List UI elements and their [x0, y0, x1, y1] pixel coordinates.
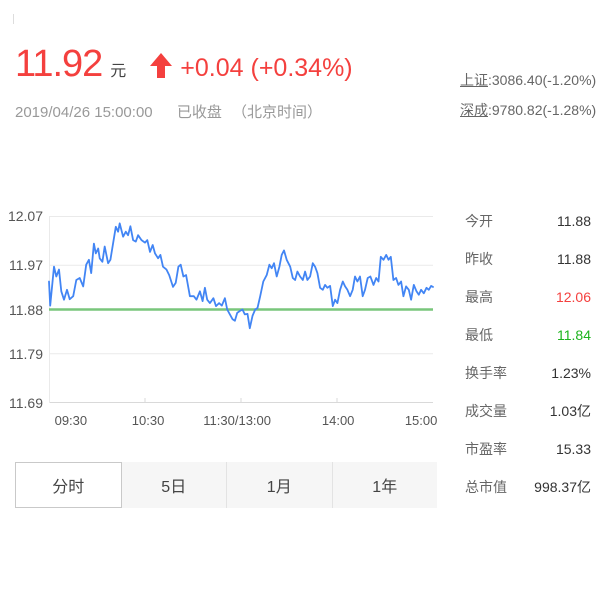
- stat-value: 11.84: [557, 327, 591, 343]
- stat-value: 1.23%: [551, 365, 591, 381]
- tab-1year[interactable]: 1年: [331, 462, 438, 508]
- tab-5day[interactable]: 5日: [161, 479, 187, 496]
- stats-panel: 今开 11.88 昨收 11.88 最高 12.06 最低 11.84 换手率 …: [465, 202, 591, 506]
- stat-value: 11.88: [557, 251, 591, 267]
- stray-cursor-mark: [13, 14, 14, 24]
- up-arrow-stem: [157, 65, 166, 78]
- stat-row-high: 最高 12.06: [465, 278, 591, 316]
- currency-unit: 元: [110, 63, 127, 80]
- x-axis-label: 14:00: [321, 413, 355, 428]
- stat-label: 昨收: [465, 251, 493, 267]
- stat-value: 15.33: [555, 441, 591, 457]
- y-axis-label: 11.79: [9, 345, 43, 362]
- quote-time-row: 2019/04/26 15:00:00 已收盘 （北京时间）: [15, 101, 322, 122]
- timezone-note: （北京时间）: [232, 104, 323, 121]
- current-price: 11.92: [15, 43, 103, 85]
- x-axis-label: 10:30: [131, 413, 165, 428]
- market-status: 已收盘: [176, 104, 222, 121]
- y-axis-label: 12.07: [7, 208, 43, 224]
- stat-label: 最低: [465, 327, 493, 343]
- quote-datetime: 2019/04/26 15:00:00: [15, 104, 153, 121]
- x-axis-label: 15:00: [404, 413, 438, 428]
- stat-value: 1.03亿: [549, 403, 591, 419]
- index-shanghai-value: :3086.40(-1.20%): [488, 72, 597, 88]
- index-shenzhen-value: :9780.82(-1.28%): [488, 102, 597, 118]
- stat-row-volume: 成交量 1.03亿: [465, 392, 591, 430]
- stat-row-prev-close: 昨收 11.88: [465, 240, 591, 278]
- tab-intraday[interactable]: 分时: [15, 462, 122, 508]
- price-header: 11.92 元 +0.04 (+0.34%): [15, 44, 353, 84]
- period-tabbar: 分时 5日 1月 1年: [15, 462, 437, 508]
- stat-label: 换手率: [465, 365, 507, 381]
- stat-row-pe-ratio: 市盈率 15.33: [465, 430, 591, 468]
- stat-label: 成交量: [465, 403, 507, 419]
- stat-label: 最高: [465, 289, 493, 305]
- up-arrow-head: [150, 53, 173, 66]
- up-arrow-icon: [150, 53, 173, 79]
- y-axis-label: 11.88: [9, 301, 43, 318]
- stat-label: 总市值: [465, 479, 507, 495]
- index-shanghai-link[interactable]: 上证: [460, 72, 488, 88]
- price-change: +0.04 (+0.34%): [180, 54, 353, 82]
- stat-value: 11.88: [557, 213, 591, 229]
- intraday-chart-svg: [48, 216, 434, 403]
- y-axis-label: 11.97: [9, 257, 43, 274]
- stat-row-low: 最低 11.84: [465, 316, 591, 354]
- stat-value: 12.06: [555, 289, 591, 305]
- tab-1month[interactable]: 1月: [226, 462, 332, 508]
- intraday-chart[interactable]: [48, 216, 434, 403]
- stat-row-open: 今开 11.88: [465, 202, 591, 240]
- stat-row-market-cap: 总市值 998.37亿: [465, 468, 591, 506]
- x-axis-label: 09:30: [54, 413, 88, 428]
- x-axis-label: 11:30/13:00: [203, 413, 272, 428]
- stat-label: 市盈率: [465, 441, 507, 457]
- stat-row-turnover-rate: 换手率 1.23%: [465, 354, 591, 392]
- index-shenzhen: 深成:9780.82(-1.28%): [460, 95, 596, 125]
- y-axis-label: 11.69: [9, 395, 43, 411]
- market-indices: 上证:3086.40(-1.20%) 深成:9780.82(-1.28%): [460, 65, 596, 125]
- index-shenzhen-link[interactable]: 深成: [460, 102, 488, 118]
- index-shanghai: 上证:3086.40(-1.20%): [460, 65, 596, 95]
- stat-label: 今开: [465, 213, 493, 229]
- stat-value: 998.37亿: [534, 479, 591, 495]
